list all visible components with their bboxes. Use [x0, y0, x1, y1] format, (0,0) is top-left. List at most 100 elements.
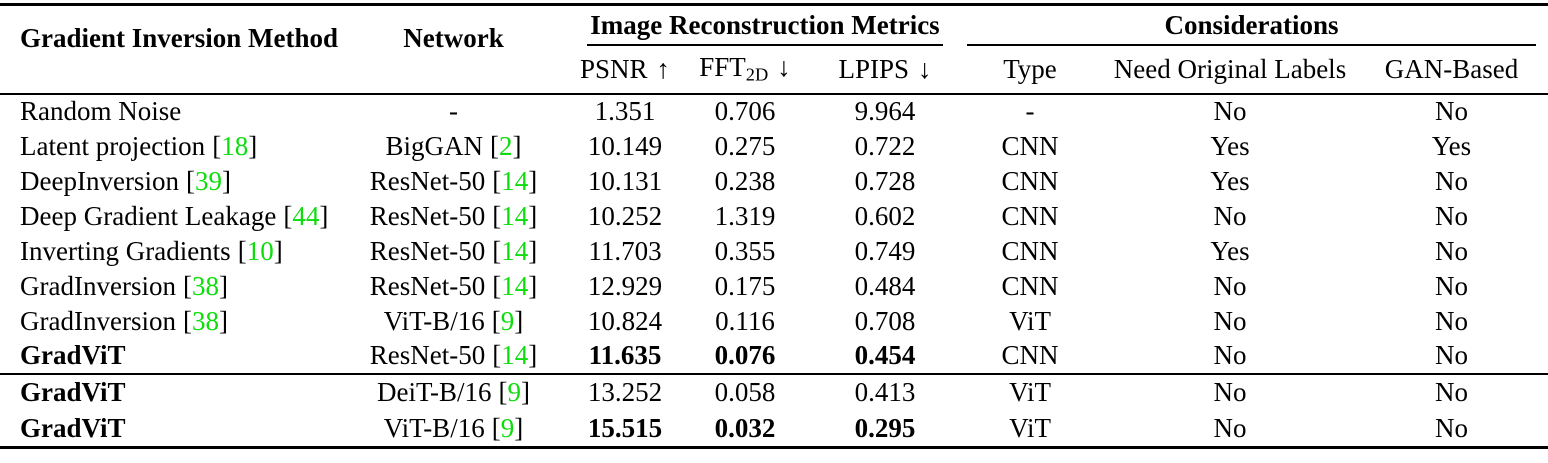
fft-subscript: 2D: [745, 64, 769, 85]
column-header-psnr: PSNR ↑: [579, 53, 671, 84]
column-header-network: Network: [403, 22, 504, 53]
psnr-value: 15.515: [587, 412, 663, 443]
network-cell: ResNet-50 [14]: [332, 199, 575, 234]
type-value: ViT: [1009, 377, 1051, 407]
gan-based-value: No: [1435, 270, 1469, 301]
citation-link[interactable]: [38]: [182, 305, 228, 336]
type-value: CNN: [1001, 270, 1059, 301]
network-label: BigGAN: [385, 130, 483, 161]
network-label: ResNet-50: [369, 270, 486, 301]
network-label: -: [449, 96, 458, 126]
gan-based-value: No: [1435, 235, 1469, 266]
column-header-type: Type: [1003, 53, 1057, 84]
method-cell: GradInversion [38]: [0, 304, 332, 339]
sub-header-row: PSNR ↑ FFT2D ↓ LPIPS ↓ Type Need Original L…: [0, 46, 1548, 94]
column-header-gan-based: GAN-Based: [1384, 53, 1519, 84]
group-header-metrics: Image Reconstruction Metrics: [575, 5, 955, 46]
type-value: CNN: [1001, 200, 1059, 231]
method-cell: Inverting Gradients [10]: [0, 234, 332, 269]
method-label: Latent projection: [20, 130, 206, 161]
citation-link[interactable]: [39]: [185, 165, 231, 196]
need-labels-value: Yes: [1210, 130, 1250, 161]
fft-value: 0.355: [714, 235, 776, 266]
network-cell: ResNet-50 [14]: [332, 339, 575, 374]
method-label: GradViT: [20, 340, 126, 370]
table-header: Gradient Inversion Method Network Image …: [0, 5, 1548, 94]
citation-link[interactable]: [9]: [498, 377, 531, 407]
citation-link[interactable]: [10]: [237, 235, 283, 266]
network-cell: ViT-B/16 [9]: [332, 411, 575, 448]
lpips-value: 0.722: [854, 130, 916, 161]
network-label: ResNet-50: [369, 340, 486, 370]
table-row: GradInversion [38] ViT-B/16 [9] 10.824 0.1…: [0, 304, 1548, 339]
method-label: Deep Gradient Leakage: [20, 200, 277, 231]
citation-link[interactable]: [44]: [283, 200, 329, 231]
type-value: -: [1025, 96, 1035, 126]
network-cell: -[]: [332, 94, 575, 129]
type-value: CNN: [1001, 235, 1059, 266]
citation-link[interactable]: [14]: [492, 165, 538, 196]
citation-link[interactable]: [9]: [491, 305, 524, 336]
table-row: Random Noise[] -[] 1.351 0.706 9.964 - N…: [0, 94, 1548, 129]
psnr-value: 11.703: [588, 235, 662, 266]
method-cell: Deep Gradient Leakage [44]: [0, 199, 332, 234]
gan-based-value: No: [1435, 377, 1469, 407]
psnr-value: 10.149: [587, 130, 663, 161]
method-cell: GradViT[]: [0, 411, 332, 448]
column-header-need-labels: Need Original Labels: [1113, 53, 1347, 84]
lpips-value: 0.749: [854, 235, 916, 266]
network-label: DeiT-B/16: [377, 377, 492, 407]
gan-based-value: No: [1435, 305, 1469, 336]
citation-link[interactable]: [14]: [492, 270, 538, 301]
results-table: Gradient Inversion Method Network Image …: [0, 3, 1548, 449]
method-label: DeepInversion: [20, 165, 179, 196]
psnr-value: 10.131: [587, 165, 663, 196]
gan-based-value: No: [1435, 200, 1469, 231]
gan-based-value: No: [1435, 340, 1469, 370]
citation-link[interactable]: [14]: [492, 235, 538, 266]
fft-value: 0.238: [714, 165, 776, 196]
lpips-value: 0.602: [854, 200, 916, 231]
citation-link[interactable]: [14]: [492, 200, 538, 231]
citation-link[interactable]: [2]: [490, 130, 522, 161]
table-row: GradInversion [38] ResNet-50 [14] 12.929 0…: [0, 269, 1548, 304]
type-value: ViT: [1009, 305, 1051, 336]
psnr-value: 1.351: [594, 96, 656, 126]
lpips-value: 0.708: [854, 305, 916, 336]
table-row: GradViT[] ResNet-50[14] 11.635 0.076 0.4…: [0, 339, 1548, 374]
citation-link[interactable]: [18]: [212, 130, 258, 161]
network-cell: BigGAN [2]: [332, 129, 575, 164]
table-row: Latent projection [18] BigGAN [2] 10.149 0…: [0, 129, 1548, 164]
type-value: ViT: [1009, 412, 1051, 443]
fft-value: 0.706: [714, 96, 776, 126]
gan-based-value: No: [1435, 96, 1469, 126]
table-body-upper: Random Noise[] -[] 1.351 0.706 9.964 - N…: [0, 94, 1548, 374]
method-label: GradInversion: [20, 270, 176, 301]
table-row: Deep Gradient Leakage [44] ResNet-50 [14] …: [0, 199, 1548, 234]
method-cell: DeepInversion [39]: [0, 164, 332, 199]
citation-link[interactable]: [14]: [492, 340, 538, 370]
need-labels-value: No: [1213, 340, 1247, 370]
table-row: Inverting Gradients [10] ResNet-50 [14] 11…: [0, 234, 1548, 269]
need-labels-value: Yes: [1210, 235, 1250, 266]
table-row: DeepInversion [39] ResNet-50 [14] 10.131 0…: [0, 164, 1548, 199]
method-label: Random Noise: [20, 96, 182, 126]
psnr-value: 10.824: [587, 305, 663, 336]
fft-value: 0.275: [714, 130, 776, 161]
group-header-row: Gradient Inversion Method Network Image …: [0, 5, 1548, 53]
fft-value: 0.032: [714, 412, 776, 443]
citation-link[interactable]: [9]: [491, 412, 524, 443]
need-labels-value: Yes: [1210, 165, 1250, 196]
gan-based-value: No: [1435, 412, 1469, 443]
citation-link[interactable]: [38]: [182, 270, 228, 301]
gan-based-value: No: [1435, 165, 1469, 196]
column-header-lpips: LPIPS ↓: [838, 53, 932, 84]
method-label: Inverting Gradients: [20, 235, 231, 266]
psnr-value: 13.252: [587, 377, 663, 407]
network-label: ViT-B/16: [383, 305, 485, 336]
network-cell: ViT-B/16 [9]: [332, 304, 575, 339]
method-cell: GradViT[]: [0, 374, 332, 411]
network-cell: ResNet-50 [14]: [332, 234, 575, 269]
network-cell: ResNet-50 [14]: [332, 164, 575, 199]
need-labels-value: No: [1213, 270, 1247, 301]
